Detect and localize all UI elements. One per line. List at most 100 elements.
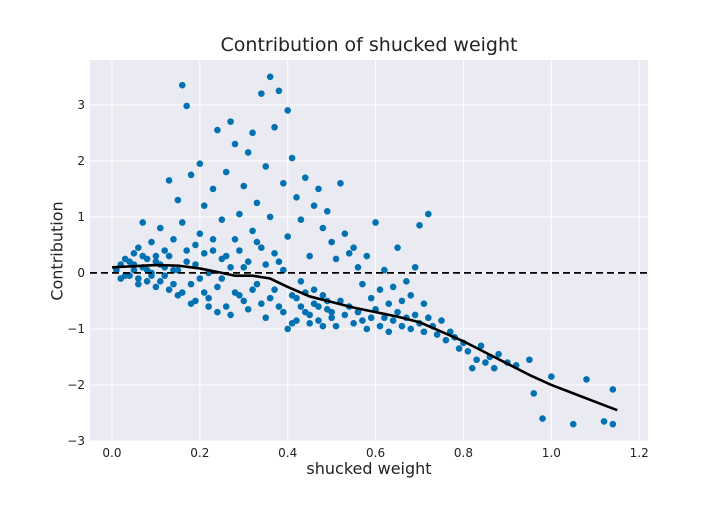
scatter-point: [200, 202, 208, 209]
scatter-point: [214, 126, 221, 134]
scatter-point: [526, 356, 533, 364]
y-tick-label: −1: [67, 322, 85, 336]
scatter-point: [253, 199, 261, 207]
scatter-point: [468, 364, 476, 372]
scatter-point: [319, 292, 327, 299]
scatter-point: [315, 317, 322, 324]
scatter-point: [288, 154, 296, 162]
scatter-point: [381, 314, 388, 322]
scatter-point: [600, 418, 608, 425]
scatter-point: [222, 303, 230, 310]
scatter-point: [293, 317, 300, 324]
scatter-point: [609, 420, 617, 428]
scatter-point: [227, 264, 234, 271]
scatter-point: [359, 280, 366, 288]
scatter-point: [143, 266, 151, 274]
scatter-point: [271, 123, 278, 131]
scatter-point: [433, 331, 441, 338]
data-points: [113, 73, 617, 428]
scatter-point: [372, 219, 379, 226]
scatter-point: [310, 202, 318, 209]
scatter-point: [425, 314, 432, 322]
scatter-point: [301, 308, 309, 316]
scatter-point: [442, 336, 450, 344]
scatter-point: [275, 303, 283, 310]
scatter-point: [328, 238, 335, 246]
scatter-point: [178, 81, 186, 89]
scatter-point: [196, 160, 204, 167]
scatter-point: [249, 129, 256, 137]
scatter-point: [231, 235, 239, 243]
scatter-point: [218, 216, 226, 223]
scatter-point: [161, 272, 168, 280]
scatter-point: [398, 322, 406, 330]
scatter-point: [262, 163, 270, 170]
scatter-point: [244, 149, 252, 156]
scatter-point: [240, 182, 248, 190]
scatter-point: [367, 294, 375, 302]
scatter-point: [376, 322, 384, 330]
scatter-point: [209, 185, 217, 193]
scatter-point: [328, 314, 335, 322]
scatter-point: [187, 280, 195, 288]
tick-labels: 0.0 0.2 0.4 0.6 0.8 1.0 1.2 −3 −2 −1 0 1 2 3: [67, 98, 648, 460]
scatter-point: [200, 289, 208, 296]
scatter-point: [464, 348, 472, 355]
scatter-point: [332, 255, 340, 263]
scatter-point: [288, 292, 296, 299]
scatter-point: [187, 171, 195, 179]
plot-background: [90, 60, 648, 441]
scatter-point: [178, 289, 186, 296]
scatter-point: [192, 241, 199, 249]
scatter-point: [196, 230, 204, 237]
y-tick-label: 2: [77, 154, 85, 168]
scatter-point: [249, 227, 256, 235]
trend-line: [111, 263, 618, 412]
scatter-point: [389, 283, 397, 291]
scatter-point: [240, 264, 248, 271]
scatter-point: [394, 244, 401, 251]
scatter-point: [297, 278, 305, 285]
scatter-point: [407, 292, 415, 299]
scatter-point: [301, 174, 309, 181]
scatter-point: [148, 272, 155, 280]
scatter-point: [398, 297, 406, 305]
y-tick-label: −2: [67, 378, 85, 392]
scatter-point: [446, 328, 454, 336]
scatter-point: [126, 272, 133, 280]
scatter-point: [240, 297, 248, 305]
scatter-point: [319, 322, 327, 330]
y-tick-label: 3: [77, 98, 85, 112]
scatter-point: [306, 320, 313, 327]
scatter-point: [231, 140, 239, 148]
scatter-point: [363, 252, 371, 260]
scatter-point: [253, 238, 261, 246]
scatter-point: [315, 185, 322, 193]
scatter-point: [473, 356, 480, 364]
scatter-point: [135, 275, 142, 282]
scatter-point: [271, 286, 278, 294]
scatter-point: [306, 252, 313, 260]
x-tick-label: 0.4: [278, 446, 297, 460]
chart-title: Contribution of shucked weight: [220, 34, 518, 56]
scatter-point: [490, 364, 498, 372]
scatter-point: [214, 283, 221, 291]
y-tick-label: 1: [77, 210, 85, 224]
scatter-point: [297, 216, 305, 223]
scatter-point: [609, 386, 617, 393]
scatter-point: [385, 300, 393, 308]
scatter-point: [420, 328, 428, 336]
scatter-point: [425, 210, 432, 218]
scatter-point: [148, 238, 155, 246]
scatter-point: [135, 244, 142, 251]
scatter-point: [183, 102, 190, 110]
scatter-point: [411, 264, 419, 271]
scatter-point: [244, 306, 252, 313]
scatter-point: [183, 258, 190, 266]
scatter-point: [165, 286, 173, 294]
scatter-point: [152, 283, 160, 291]
scatter-point: [323, 207, 331, 215]
scatter-point: [214, 308, 221, 316]
scatter-point: [143, 278, 151, 285]
